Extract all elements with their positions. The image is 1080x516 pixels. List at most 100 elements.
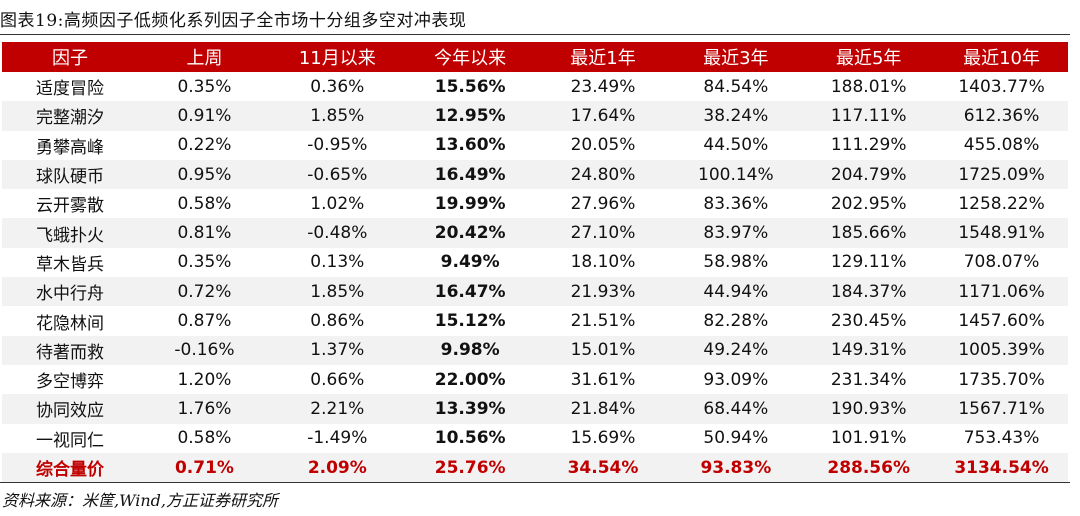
table-row: 花隐林间 0.87% 0.86% 15.12% 21.51% 82.28% 230.45% 1…	[2, 306, 1068, 335]
five-year-cell: 129.11%	[830, 252, 907, 273]
three-year-cell: 50.94%	[703, 428, 769, 449]
table-row: 一视同仁 0.58% -1.49% 10.56% 15.69% 50.94% 101.91%…	[2, 424, 1068, 453]
factor-cell: 一视同仁	[36, 430, 105, 451]
header-3y: 最近3年	[669, 42, 803, 72]
five-year-cell: 111.29%	[830, 135, 907, 156]
last-week-cell: 0.58%	[177, 428, 232, 449]
three-year-cell: 100.14%	[669, 159, 803, 190]
one-year-cell: 23.49%	[570, 76, 636, 97]
ten-year-cell: 1005.39%	[935, 335, 1068, 365]
bottom-rule	[0, 482, 1070, 483]
summary-since-november-cell: 2.09%	[270, 452, 404, 483]
three-year-cell: 93.09%	[703, 369, 769, 390]
header-10y: 最近10年	[935, 42, 1068, 72]
one-year-cell: 17.64%	[536, 101, 670, 131]
last-week-cell: 0.22%	[177, 135, 232, 156]
since-november-cell: 1.85%	[270, 101, 404, 131]
since-november-cell: 0.36%	[310, 76, 365, 97]
five-year-cell: 188.01%	[830, 76, 907, 97]
ten-year-cell: 1548.91%	[935, 218, 1068, 248]
ytd-cell: 10.56%	[434, 428, 506, 449]
since-november-cell: 0.66%	[310, 369, 365, 390]
since-november-cell: 0.13%	[310, 252, 365, 273]
last-week-cell: 0.95%	[138, 159, 271, 190]
header-5y: 最近5年	[802, 42, 936, 72]
three-year-cell: 38.24%	[669, 101, 803, 131]
since-november-cell: -0.65%	[270, 159, 404, 190]
ten-year-cell: 1567.71%	[935, 394, 1068, 424]
five-year-cell: 117.11%	[802, 101, 936, 131]
ytd-cell: 12.95%	[403, 101, 537, 131]
summary-row: 综合量价 0.71% 2.09% 25.76% 34.54% 93.83% 288.56% 3…	[2, 452, 1068, 483]
ten-year-cell: 612.36%	[935, 101, 1068, 131]
last-week-cell: 1.20%	[177, 369, 232, 390]
last-week-cell: 0.72%	[138, 277, 271, 307]
table-row: 飞蛾扑火 0.81% -0.48% 20.42% 27.10% 83.97% 185.66%…	[2, 218, 1068, 248]
since-november-cell: 0.86%	[310, 311, 365, 332]
ytd-cell: 22.00%	[434, 369, 506, 390]
since-november-cell: -0.48%	[270, 218, 404, 248]
summary-ten-year-cell: 3134.54%	[935, 452, 1068, 483]
one-year-cell: 31.61%	[570, 369, 636, 390]
header-since-november: 11月以来	[270, 42, 404, 72]
ytd-cell: 13.39%	[403, 394, 537, 424]
table-row: 球队硬币 0.95% -0.65% 16.49% 24.80% 100.14% 204.79…	[2, 159, 1068, 190]
ytd-cell: 16.49%	[403, 159, 537, 190]
ten-year-cell: 1171.06%	[935, 277, 1068, 307]
since-november-cell: -1.49%	[307, 428, 368, 449]
table-row: 完整潮汐 0.91% 1.85% 12.95% 17.64% 38.24% 117.11% 6…	[2, 101, 1068, 131]
table-row: 草木皆兵 0.35% 0.13% 9.49% 18.10% 58.98% 129.11% 70…	[2, 248, 1068, 277]
performance-table: 因子 上周 11月以来 今年以来 最近1年 最近3年 最近5年 最近10年 适度…	[2, 42, 1068, 483]
factor-cell: 待著而救	[2, 335, 139, 365]
five-year-cell: 231.34%	[830, 369, 907, 390]
one-year-cell: 24.80%	[536, 159, 670, 190]
five-year-cell: 101.91%	[830, 428, 907, 449]
ten-year-cell: 1735.70%	[958, 369, 1045, 390]
ten-year-cell: 1258.22%	[958, 193, 1045, 214]
ten-year-cell: 1457.60%	[958, 311, 1045, 332]
last-week-cell: 0.87%	[177, 311, 232, 332]
table-row: 勇攀高峰 0.22% -0.95% 13.60% 20.05% 44.50% 111.29%…	[2, 131, 1068, 160]
header-factor: 因子	[2, 42, 139, 72]
three-year-cell: 83.97%	[669, 218, 803, 248]
five-year-cell: 190.93%	[802, 394, 936, 424]
table-row: 水中行舟 0.72% 1.85% 16.47% 21.93% 44.94% 184.37% 1…	[2, 277, 1068, 307]
since-november-cell: 1.37%	[270, 335, 404, 365]
factor-cell: 勇攀高峰	[36, 137, 105, 158]
one-year-cell: 18.10%	[570, 252, 636, 273]
three-year-cell: 84.54%	[703, 76, 769, 97]
one-year-cell: 21.51%	[570, 311, 636, 332]
summary-factor-cell: 综合量价	[2, 452, 139, 483]
ytd-cell: 9.49%	[440, 252, 500, 273]
last-week-cell: 0.81%	[138, 218, 271, 248]
three-year-cell: 44.94%	[669, 277, 803, 307]
last-week-cell: 0.91%	[138, 101, 271, 131]
one-year-cell: 27.96%	[570, 193, 636, 214]
figure-title: 图表19:高频因子低频化系列因子全市场十分组多空对冲表现	[0, 11, 467, 31]
one-year-cell: 21.93%	[536, 277, 670, 307]
factor-cell: 草木皆兵	[36, 254, 105, 275]
factor-cell: 水中行舟	[2, 277, 139, 307]
three-year-cell: 44.50%	[703, 135, 769, 156]
one-year-cell: 20.05%	[570, 135, 636, 156]
ytd-cell: 20.42%	[403, 218, 537, 248]
one-year-cell: 15.01%	[536, 335, 670, 365]
top-rule	[0, 34, 1070, 35]
one-year-cell: 21.84%	[536, 394, 670, 424]
since-november-cell: 1.02%	[310, 193, 365, 214]
factor-cell: 多空博弈	[36, 372, 105, 393]
summary-three-year-cell: 93.83%	[669, 452, 803, 483]
five-year-cell: 230.45%	[830, 311, 907, 332]
ten-year-cell: 455.08%	[963, 135, 1040, 156]
factor-cell: 飞蛾扑火	[2, 218, 139, 248]
summary-ytd-cell: 25.76%	[403, 452, 537, 483]
table-row: 待著而救 -0.16% 1.37% 9.98% 15.01% 49.24% 149.31% 1…	[2, 335, 1068, 365]
five-year-cell: 184.37%	[802, 277, 936, 307]
ten-year-cell: 1725.09%	[935, 159, 1068, 190]
ytd-cell: 9.98%	[403, 335, 537, 365]
table-header-row: 因子 上周 11月以来 今年以来 最近1年 最近3年 最近5年 最近10年	[2, 42, 1068, 72]
table-row: 云开雾散 0.58% 1.02% 19.99% 27.96% 83.36% 202.95% 1…	[2, 189, 1068, 218]
ytd-cell: 13.60%	[434, 135, 506, 156]
factor-cell: 球队硬币	[2, 159, 139, 190]
header-last-week: 上周	[138, 42, 271, 72]
